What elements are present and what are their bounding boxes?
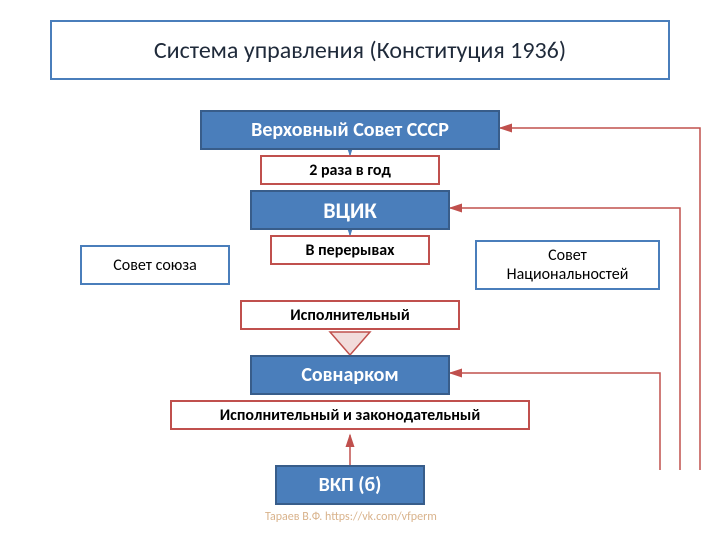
exec-leg-box: Исполнительный и законодательный — [170, 400, 530, 430]
vcik-text: ВЦИК — [323, 197, 377, 224]
title-text: Система управления (Конституция 1936) — [154, 36, 566, 65]
freq-text: 2 раза в год — [309, 161, 391, 180]
watermark-text: Тараев В.Ф. https://vk.com/vfperm — [265, 510, 437, 524]
union-soviet-box: Совет союза — [80, 245, 230, 285]
vcik-box: ВЦИК — [250, 190, 450, 230]
nationalities-soviet-box: Совет Национальностей — [475, 240, 660, 290]
vkpb-text: ВКП (б) — [319, 473, 382, 497]
execleg-text: Исполнительный и законодательный — [220, 406, 480, 425]
supreme-text: Верховный Совет СССР — [251, 118, 449, 142]
breaks-box: В перерывах — [270, 235, 430, 265]
sovnarkom-box: Совнарком — [250, 355, 450, 395]
exec-text: Исполнительный — [290, 306, 410, 325]
supreme-soviet-box: Верховный Совет СССР — [200, 110, 500, 150]
executive-box: Исполнительный — [240, 300, 460, 330]
title-box: Система управления (Конституция 1936) — [50, 20, 670, 80]
frequency-box: 2 раза в год — [260, 155, 440, 185]
vkpb-box: ВКП (б) — [275, 465, 425, 505]
nations-text: Совет Национальностей — [507, 246, 629, 284]
union-text: Совет союза — [113, 256, 197, 275]
sovnarkom-text: Совнарком — [301, 363, 398, 387]
breaks-text: В перерывах — [306, 241, 395, 260]
